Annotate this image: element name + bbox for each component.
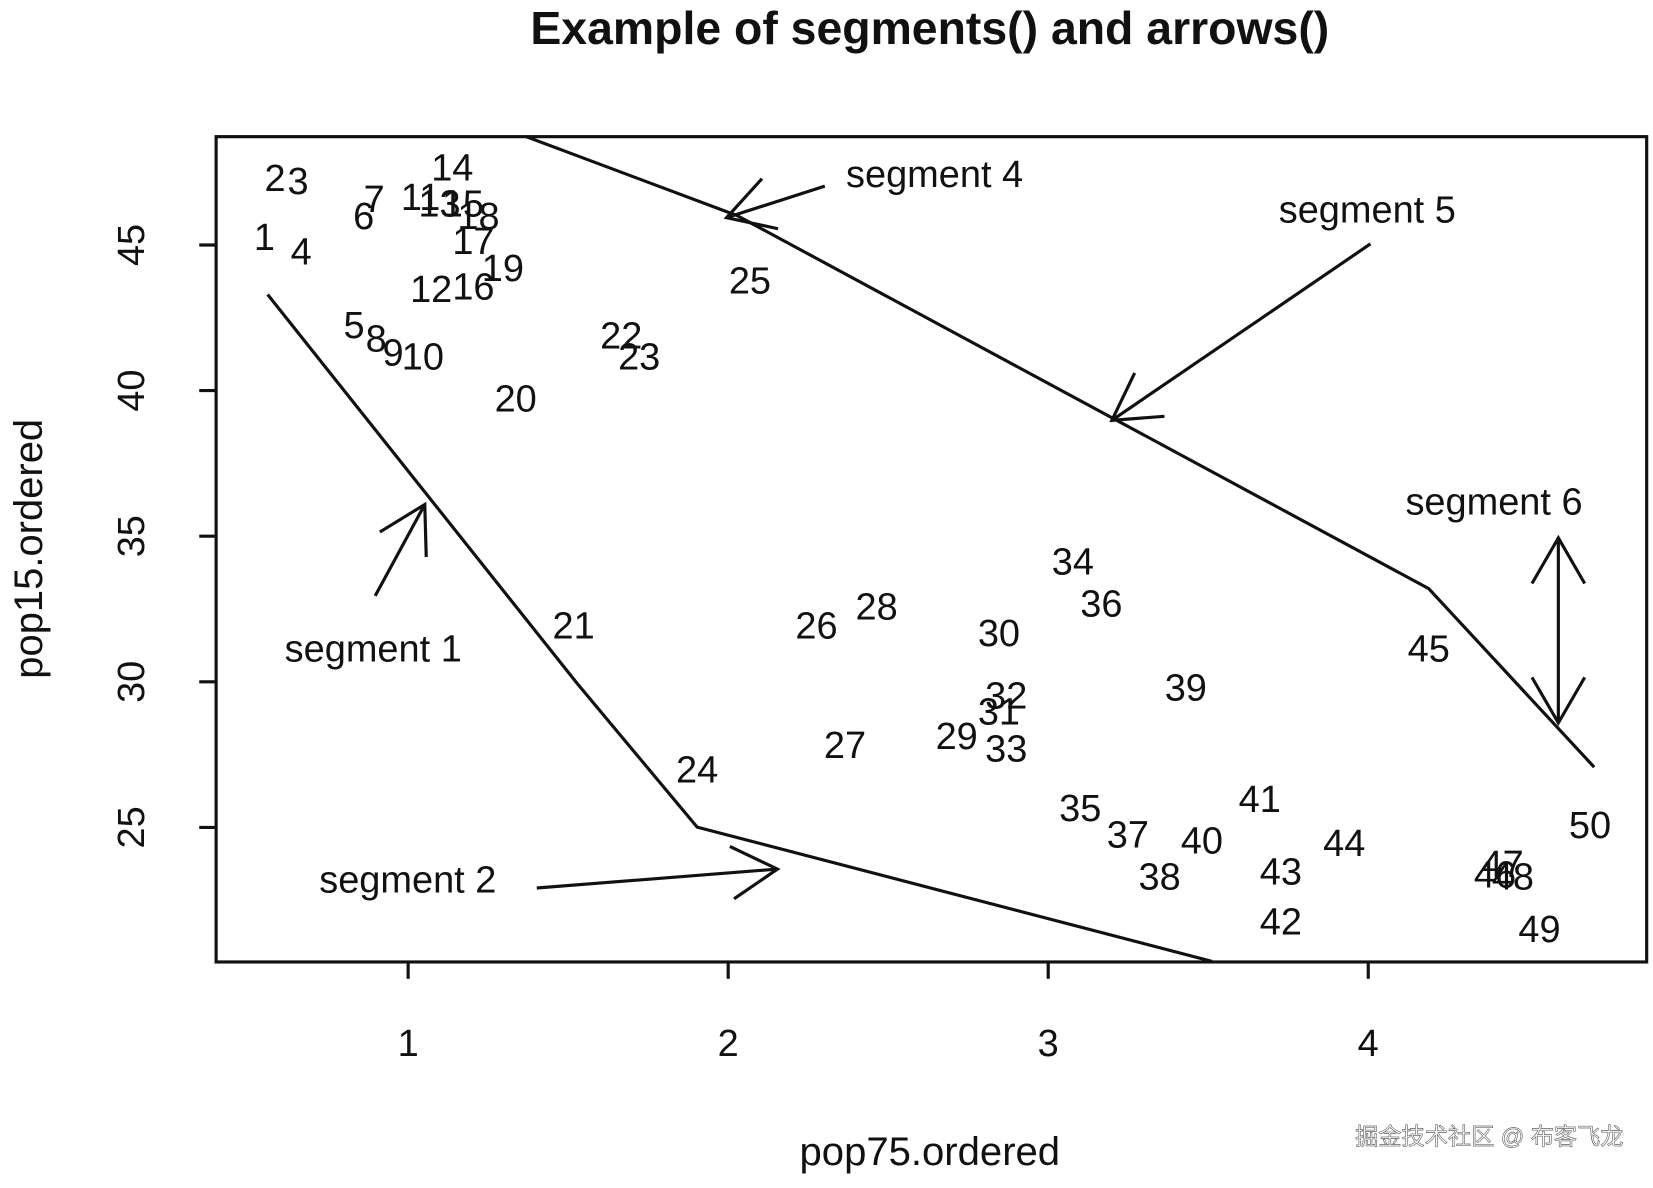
point-label: 34 bbox=[1052, 542, 1094, 584]
annotation: segment 2 bbox=[319, 860, 496, 902]
arrow bbox=[1530, 534, 1587, 727]
point-label: 24 bbox=[676, 749, 718, 791]
point-label: 49 bbox=[1518, 909, 1560, 951]
point-label: 10 bbox=[402, 336, 444, 378]
watermark: 掘金技术社区 @ 布客飞龙 bbox=[1355, 1124, 1623, 1150]
x-tick-label: 4 bbox=[1358, 1023, 1379, 1065]
point-label: 14 bbox=[431, 148, 473, 190]
plot-area: 12 34567891011121314151617181920212223242… bbox=[254, 136, 1611, 962]
point-label: 31 bbox=[978, 692, 1020, 734]
point-label: 5 bbox=[343, 305, 364, 347]
point-label: 28 bbox=[856, 587, 898, 629]
point-label: 26 bbox=[795, 606, 837, 648]
y-tick-label: 45 bbox=[111, 224, 153, 266]
point-label: 46 bbox=[1474, 855, 1516, 897]
y-axis-label: pop15.ordered bbox=[7, 419, 51, 679]
point-label: 13 bbox=[418, 183, 460, 225]
point-label: 38 bbox=[1138, 857, 1180, 899]
annotation: segment 5 bbox=[1279, 189, 1456, 231]
point-label: 27 bbox=[824, 725, 866, 767]
point-label: 37 bbox=[1107, 815, 1149, 857]
point-label: 3 bbox=[287, 161, 308, 203]
point-label: 47 bbox=[1482, 844, 1524, 886]
arrow bbox=[373, 501, 428, 597]
point-label: 16 bbox=[452, 266, 494, 308]
point-label: 19 bbox=[482, 248, 524, 290]
point-label: 35 bbox=[1059, 788, 1101, 830]
arrow bbox=[1109, 242, 1372, 423]
point-label: 4 bbox=[291, 231, 312, 273]
point-label: 9 bbox=[383, 332, 404, 374]
segment-line bbox=[266, 293, 1213, 962]
point-label: 18 bbox=[457, 196, 499, 238]
point-label: 41 bbox=[1239, 779, 1281, 821]
point-label: 7 bbox=[364, 179, 385, 221]
point-label: 22 bbox=[600, 316, 642, 358]
point-label: 17 bbox=[452, 221, 494, 263]
arrow bbox=[723, 177, 826, 231]
y-tick-label: 35 bbox=[111, 515, 153, 557]
segment-line bbox=[525, 136, 1596, 769]
y-tick-label: 30 bbox=[111, 661, 153, 703]
point-label: 1 bbox=[254, 217, 275, 259]
point-label: 45 bbox=[1408, 629, 1450, 671]
point-label: 29 bbox=[936, 716, 978, 758]
y-tick-label: 25 bbox=[111, 806, 153, 848]
point-label: 2 bbox=[264, 158, 285, 200]
point-label: 23 bbox=[618, 336, 660, 378]
point-label: 20 bbox=[495, 379, 537, 421]
point-label: 30 bbox=[978, 613, 1020, 655]
point-label: 12 bbox=[410, 269, 452, 311]
point-label: 40 bbox=[1181, 821, 1223, 863]
annotation: segment 6 bbox=[1405, 482, 1582, 524]
point-label: 36 bbox=[1080, 583, 1122, 625]
plot-box bbox=[214, 135, 1649, 964]
point-label: 50 bbox=[1569, 805, 1611, 847]
point-label: 8 bbox=[366, 319, 387, 361]
annotation: segment 4 bbox=[846, 154, 1023, 196]
point-label: 33 bbox=[985, 728, 1027, 770]
x-tick-label: 3 bbox=[1038, 1023, 1059, 1065]
point-label: 25 bbox=[729, 261, 771, 303]
x-axis-label: pop75.ordered bbox=[800, 1130, 1061, 1174]
y-tick-label: 40 bbox=[111, 370, 153, 412]
chart-title: Example of segments() and arrows() bbox=[530, 2, 1329, 54]
point-label: 44 bbox=[1323, 823, 1365, 865]
point-label: 48 bbox=[1492, 857, 1534, 899]
point-label: 6 bbox=[353, 196, 374, 238]
x-tick-label: 1 bbox=[398, 1023, 419, 1065]
point-label: 32 bbox=[985, 676, 1027, 718]
point-label: 39 bbox=[1165, 668, 1207, 710]
x-tick-label: 2 bbox=[718, 1023, 739, 1065]
annotation: segment 1 bbox=[285, 629, 462, 671]
point-label: 15 bbox=[442, 183, 484, 225]
point-label: 11 bbox=[401, 177, 440, 219]
arrow bbox=[536, 845, 781, 901]
point-label: 43 bbox=[1260, 851, 1302, 893]
point-label: 42 bbox=[1260, 902, 1302, 944]
point-label: 21 bbox=[552, 606, 594, 648]
